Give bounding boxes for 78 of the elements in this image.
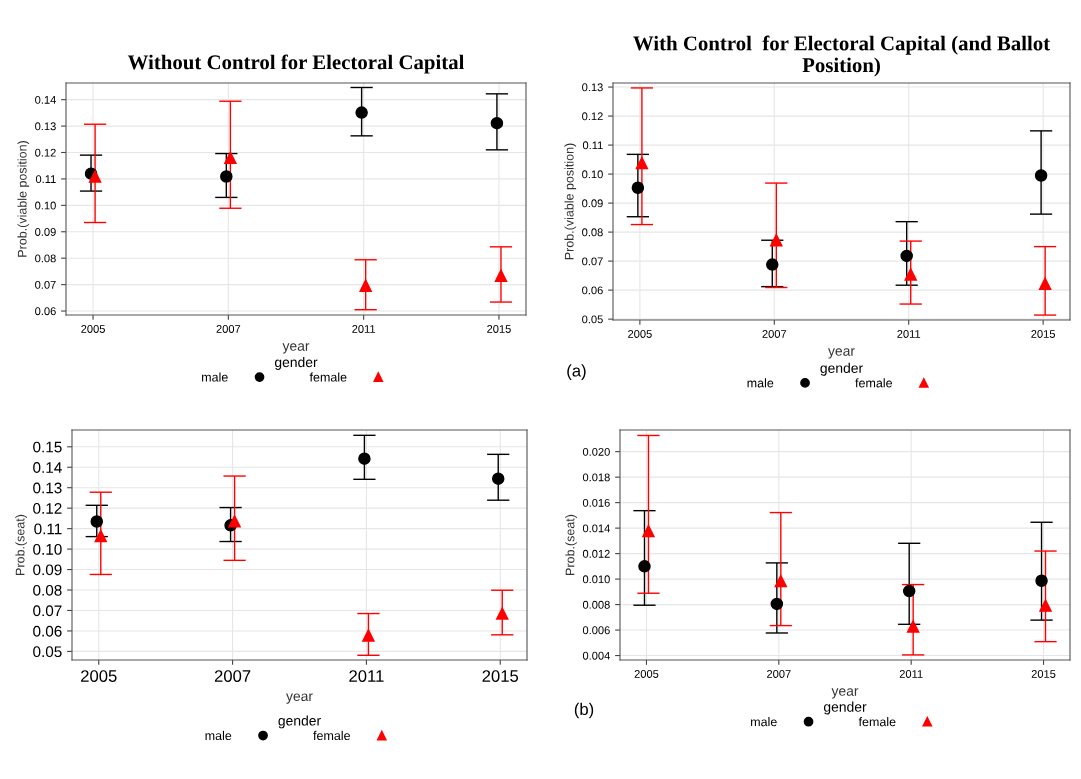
legend-label: male [202, 372, 228, 382]
x-tick-label: 2015 [1031, 330, 1056, 338]
x-tick-label: 2007 [762, 330, 787, 338]
x-tick-label: 2015 [487, 325, 511, 333]
legend-label: male [747, 378, 774, 388]
y-tick-label: 0.06 [33, 625, 62, 637]
legend-label: male [751, 717, 777, 727]
x-tick-label: 2005 [81, 670, 117, 682]
y-tick-label: 0.09 [35, 228, 56, 236]
y-tick-label: 0.10 [33, 543, 62, 555]
y-tick-label: 0.12 [582, 112, 603, 121]
y-tick-label: 0.09 [582, 199, 603, 208]
x-tick-label: 2005 [628, 330, 652, 338]
y-tick-label: 0.07 [35, 280, 56, 289]
y-tick-label: 0.14 [33, 462, 62, 473]
y-tick-label: 0.06 [582, 286, 603, 295]
y-tick-label: 0.014 [582, 524, 610, 533]
y-tick-label: 0.15 [33, 441, 62, 453]
x-axis-title: year [831, 688, 859, 699]
y-tick-label: 0.05 [33, 646, 62, 658]
legend-label: female [858, 717, 896, 727]
y-tick-label: 0.07 [582, 257, 603, 266]
y-tick-label: 0.10 [582, 170, 603, 179]
x-tick-label: 2007 [767, 670, 791, 678]
y-tick-label: 0.11 [34, 523, 62, 535]
x-tick-label: 2005 [81, 325, 105, 333]
x-axis-title: year [286, 693, 313, 704]
y-tick-label: 0.08 [33, 584, 62, 596]
y-tick-label: 0.08 [582, 228, 603, 237]
x-tick-label: 2007 [214, 670, 251, 682]
y-tick-label: 0.020 [582, 447, 610, 456]
y-tick-label: 0.004 [582, 651, 610, 660]
text: (b) [574, 702, 594, 719]
legend-label: female [309, 372, 347, 382]
y-axis-title: Prob.(seat) [15, 514, 27, 575]
y-tick-label: 0.06 [35, 307, 56, 316]
y-tick-label: 0.07 [33, 605, 62, 617]
y-tick-label: 0.11 [582, 141, 603, 150]
y-tick-label: 0.11 [35, 175, 56, 184]
y-tick-label: 0.018 [582, 473, 610, 482]
y-tick-label: 0.13 [35, 122, 56, 131]
y-tick-label: 0.008 [582, 600, 610, 609]
chart-title: With Control for Electoral Capital (and Ballot Position) [633, 35, 1051, 77]
x-tick-label: 2007 [216, 325, 241, 333]
y-axis-title: Prob.(viable position) [17, 141, 30, 257]
legend-label: female [313, 730, 350, 741]
x-tick-label: 2011 [897, 330, 921, 338]
y-tick-label: 0.10 [35, 201, 56, 210]
x-axis-title: year [828, 348, 855, 359]
y-tick-label: 0.006 [582, 626, 610, 635]
x-tick-label: 2005 [634, 670, 659, 678]
y-tick-label: 0.12 [35, 148, 56, 157]
y-tick-label: 0.05 [582, 315, 603, 324]
x-tick-label: 2011 [352, 325, 376, 333]
legend-title: gender [823, 701, 867, 715]
legend-title: gender [274, 356, 318, 370]
legend-label: female [855, 378, 892, 388]
y-tick-label: 0.016 [582, 498, 610, 507]
y-tick-label: 0.13 [33, 482, 62, 494]
text: (a) [567, 364, 586, 380]
y-tick-label: 0.13 [582, 83, 603, 92]
legend-label: male [205, 730, 232, 741]
y-tick-label: 0.14 [35, 95, 56, 104]
x-tick-label: 2011 [349, 670, 384, 682]
y-tick-label: 0.010 [582, 575, 610, 584]
x-tick-label: 2015 [482, 670, 519, 682]
y-axis-title: Prob.(viable position) [564, 143, 577, 260]
x-tick-label: 2011 [899, 670, 923, 678]
y-axis-title: Prob.(seat) [565, 514, 577, 575]
y-tick-label: 0.012 [582, 549, 610, 558]
y-tick-label: 0.12 [33, 503, 62, 514]
legend-title: gender [278, 715, 321, 729]
x-tick-label: 2015 [1031, 670, 1056, 678]
legend-title: gender [820, 362, 863, 376]
y-tick-label: 0.09 [33, 564, 62, 576]
y-tick-label: 0.08 [35, 254, 56, 263]
chart-title: Without Control for Electoral Capital [127, 54, 465, 74]
x-axis-title: year [282, 343, 310, 354]
